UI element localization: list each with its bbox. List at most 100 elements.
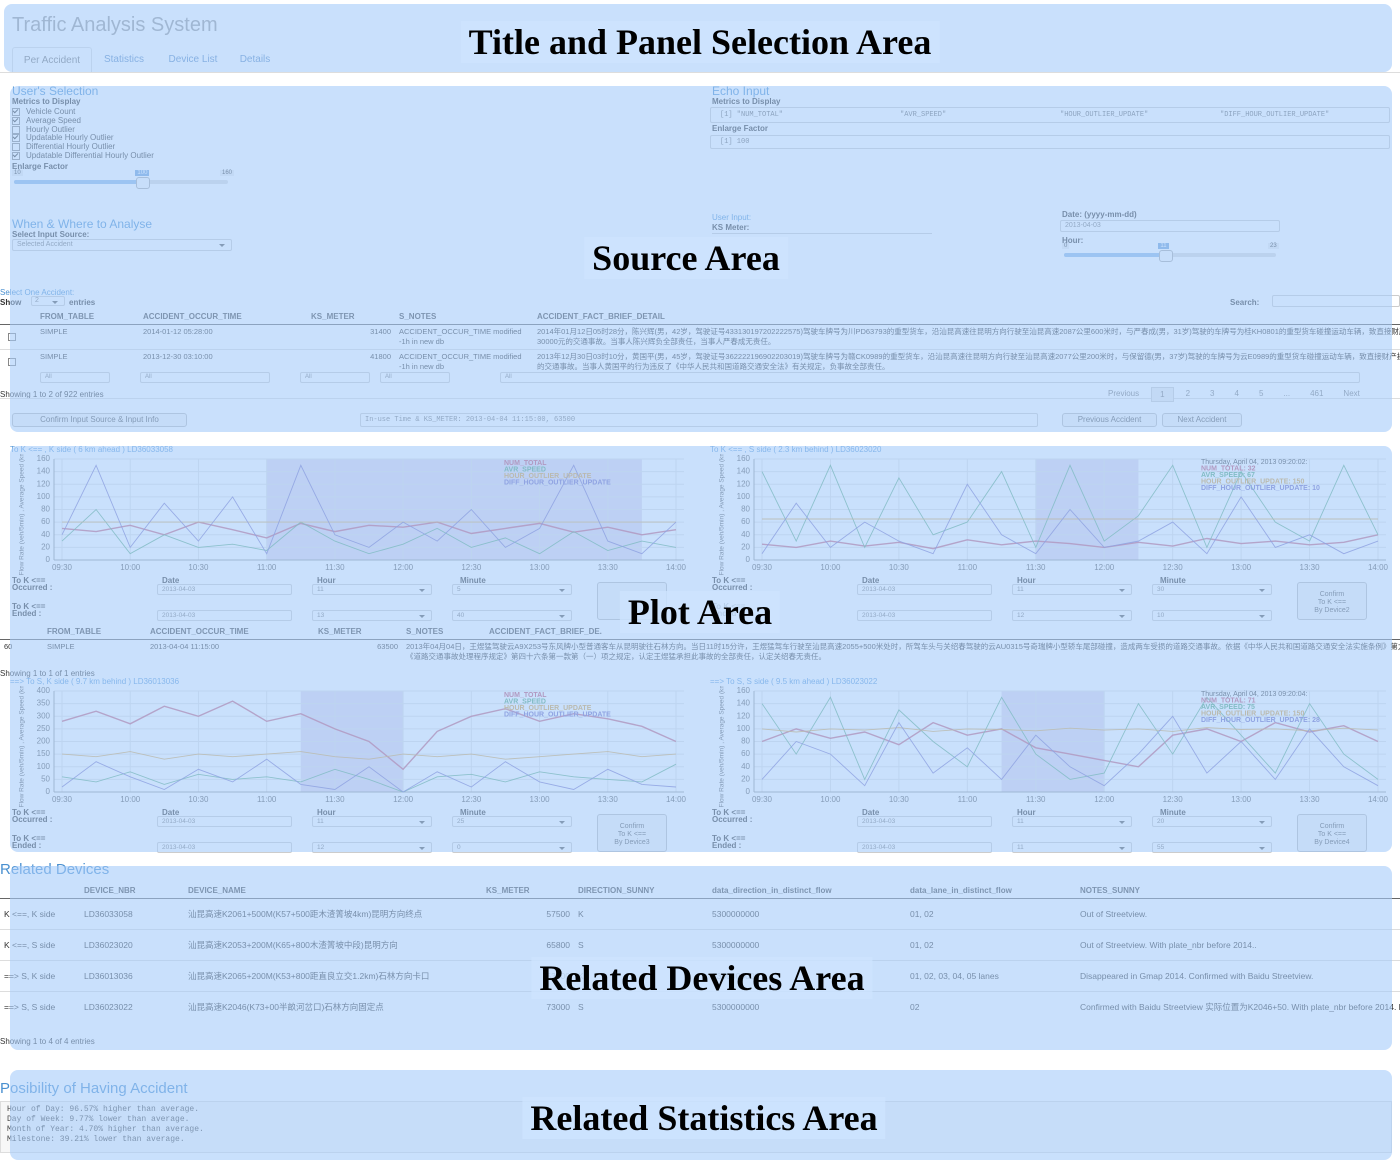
tooltip-line: DIFF_HOUR_OUTLIER_UPDATE: 10 [1201,485,1320,492]
tab[interactable]: Device List [168,54,218,65]
y-tick-label: 160 [37,454,51,463]
confirm-text: Confirm [1319,823,1345,830]
confirm-button[interactable]: Confirm To K <== By Device2 [1297,582,1367,620]
confirm-button[interactable]: Confirm To K <== By Device4 [1297,814,1367,852]
page-button[interactable]: Next [1343,389,1360,398]
date-input[interactable]: 2013-04-03 [857,842,992,853]
minute-select[interactable]: 5 [452,584,572,595]
x-tick-label: 09:30 [52,795,73,804]
tab[interactable]: Statistics [103,54,144,65]
hour-select[interactable]: 13 [312,610,432,621]
y-axis-label: Flow Rate (veh/5min) , Average Speed (km… [19,686,26,807]
tab[interactable]: Details [239,54,271,65]
page-button[interactable]: 4 [1234,389,1239,398]
hour-select[interactable]: 12 [312,842,432,853]
date-input[interactable]: 2013-04-03 [857,584,992,595]
checkbox[interactable] [12,116,20,125]
slider-handle[interactable] [136,177,151,189]
tab-line [0,72,1400,73]
button[interactable]: Confirm Input Source & Input Info [12,413,187,427]
header-cell: data_direction_in_distinct_flow [708,883,906,899]
ks-input[interactable] [712,233,932,234]
date-input[interactable]: 2013-04-03 [157,610,292,621]
chart-title: To K <== , S side ( 2.3 km behind ) LD36… [710,445,882,454]
slider-value: 11 [1158,243,1169,249]
minute-select[interactable]: 20 [1152,816,1272,827]
hour-select[interactable]: 12 [1012,610,1132,621]
confirm-text: To K <== [1317,831,1347,838]
hour-select[interactable]: 11 [312,584,432,595]
hour-select[interactable]: 11 [1012,842,1132,853]
confirm-text: Confirm [1319,591,1345,598]
page-button[interactable]: 2 [1185,389,1191,398]
checkbox[interactable] [12,108,20,116]
date-input[interactable]: 2013-04-03 [857,610,992,621]
page-button[interactable]: 1 [1151,387,1174,402]
hour-select[interactable]: 11 [1012,816,1132,827]
table-cell: 31400 [307,324,395,350]
echo-text: "AVR_SPEED" [900,111,947,119]
x-tick-label: 13:30 [598,563,619,572]
select[interactable]: Selected Accident [12,239,232,251]
minute-select[interactable]: 25 [452,816,572,827]
page-button[interactable]: 3 [1210,389,1215,398]
x-tick-label: 11:00 [257,563,277,572]
filter-input[interactable]: All [140,372,270,383]
minute-select[interactable]: 10 [1152,610,1272,621]
x-tick-label: 10:30 [889,795,910,804]
minute-select[interactable]: 55 [1152,842,1272,853]
confirm-button[interactable]: Confirm To K <== By Device3 [597,814,667,852]
page-button[interactable]: 5 [1258,389,1264,398]
date-input[interactable]: 2013-04-03 [157,842,292,853]
filter-input[interactable]: All [300,372,370,383]
y-tick-label: 50 [41,774,50,783]
page-button[interactable]: Previous [1108,389,1140,398]
button[interactable]: Previous Accident [1062,413,1157,427]
date-input[interactable]: 2013-04-03 [1060,220,1280,232]
checkbox[interactable] [12,134,20,143]
table-cell: 63500 [314,639,402,664]
filter-input[interactable]: All [40,372,110,383]
date-input[interactable]: 2013-04-03 [157,584,292,595]
slider-handle[interactable] [1159,250,1174,262]
hour-select[interactable]: 11 [1012,584,1132,595]
slider-max: 23 [1268,243,1279,249]
page-button[interactable]: 461 [1310,389,1324,398]
header-cell: DEVICE_NAME [184,883,482,899]
minute-select[interactable]: 40 [452,610,572,621]
table-cell: 02 [906,991,1076,1023]
label: KS Meter: [712,223,750,232]
checkbox[interactable] [8,333,16,341]
y-tick-label: 80 [741,737,750,746]
search-input[interactable] [1272,295,1400,307]
date-input[interactable]: 2013-04-03 [857,816,992,827]
header-cell: KS_METER [307,309,395,325]
filter-input[interactable]: All [500,372,1360,383]
button[interactable]: Next Accident [1162,413,1242,427]
table-row[interactable]: SIMPLE 2014-01-12 05:28:00 31400 ACCIDENT_O… [0,324,1400,350]
checkbox[interactable] [8,358,16,366]
tab[interactable]: Per Accident [12,47,92,73]
select[interactable]: 2 [31,296,65,306]
date-input[interactable]: 2013-04-03 [157,816,292,827]
x-tick-label: 09:30 [752,563,773,572]
area-label: Source Area [584,237,788,279]
filter-input[interactable]: All [380,372,450,383]
checkbox[interactable] [12,143,20,152]
table-cell: 5300000000 [708,929,906,961]
table-row[interactable]: SIMPLE 2013-12-30 03:10:00 41800 ACCIDENT_O… [0,349,1400,374]
header-cell: FROM_TABLE [43,624,146,640]
header-cell: S_NOTES [395,309,533,325]
label: Metrics to Display [712,97,781,106]
checkbox[interactable] [12,125,20,134]
minute-select[interactable]: 30 [1152,584,1272,595]
checkbox[interactable] [12,152,20,160]
slider-min: 10 [12,170,23,176]
checkbox-label: Updatable Hourly Outlier [26,133,114,143]
slider-fill [14,180,143,184]
page-button[interactable]: ... [1283,389,1291,398]
in-use-box: In-use Time & KS_METER: 2013-04-04 11:15… [360,413,1038,427]
hour-select[interactable]: 11 [312,816,432,827]
minute-select[interactable]: 0 [452,842,572,853]
